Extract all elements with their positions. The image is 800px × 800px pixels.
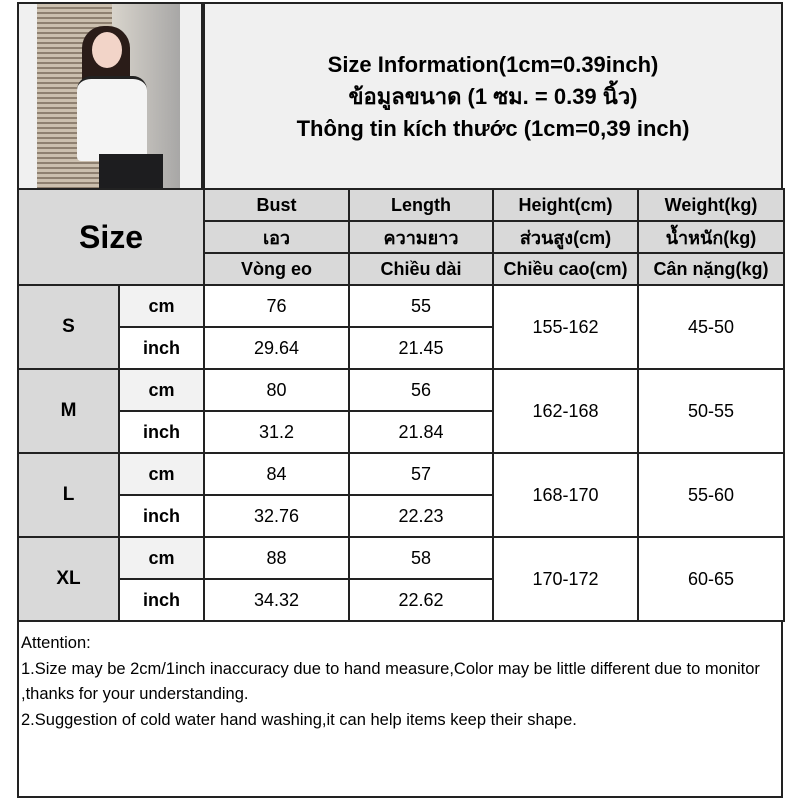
length-cm: 58 [348, 536, 494, 580]
col-height-th: ส่วนสูง(cm) [492, 220, 639, 254]
col-length-en: Length [348, 188, 494, 222]
attention-line-1: 1.Size may be 2cm/1inch inaccuracy due t… [21, 659, 765, 704]
length-cm: 56 [348, 368, 494, 412]
title-thai: ข้อมูลขนาด (1 ซม. = 0.39 นิ้ว) [348, 84, 638, 109]
size-row-cm: L cm 84 57 168-170 55-60 [17, 452, 785, 538]
size-row-cm: M cm 80 56 162-168 50-55 [17, 368, 785, 454]
col-weight-vi: Cân nặng(kg) [637, 252, 785, 286]
title-english: Size Information(1cm=0.39inch) [327, 52, 659, 77]
length-inch: 22.62 [348, 578, 494, 622]
bust-inch: 34.32 [203, 578, 350, 622]
size-table: Size Bust Length Height(cm) Weight(kg) เ… [17, 188, 785, 622]
weight-range: 60-65 [637, 536, 785, 622]
height-range: 155-162 [492, 284, 639, 370]
bust-cm: 84 [203, 452, 350, 496]
bust-cm: 76 [203, 284, 350, 328]
col-height-vi: Chiều cao(cm) [492, 252, 639, 286]
bust-cm: 88 [203, 536, 350, 580]
height-range: 170-172 [492, 536, 639, 622]
col-bust-th: เอว [203, 220, 350, 254]
title-vietnamese: Thông tin kích thước (1cm=0,39 inch) [296, 116, 690, 141]
col-bust-en: Bust [203, 188, 350, 222]
size-row-inch: inch 31.2 21.84 [18, 410, 784, 454]
unit-cm: cm [118, 452, 205, 496]
size-row-inch: inch 29.64 21.45 [18, 326, 784, 370]
attention-title: Attention: [21, 634, 91, 652]
unit-cm: cm [118, 536, 205, 580]
bust-inch: 29.64 [203, 326, 350, 370]
height-range: 168-170 [492, 452, 639, 538]
length-inch: 22.23 [348, 494, 494, 538]
attention-line-2: 2.Suggestion of cold water hand washing,… [21, 710, 577, 729]
unit-inch: inch [118, 578, 205, 622]
size-header: Size [17, 188, 205, 286]
product-photo [37, 4, 180, 188]
weight-range: 55-60 [637, 452, 785, 538]
col-length-th: ความยาว [348, 220, 494, 254]
col-length-vi: Chiều dài [348, 252, 494, 286]
weight-range: 45-50 [637, 284, 785, 370]
size-info-header: Size Information(1cm=0.39inch) ข้อมูลขนา… [203, 2, 783, 190]
col-bust-vi: Vòng eo [203, 252, 350, 286]
bust-inch: 31.2 [203, 410, 350, 454]
unit-inch: inch [118, 494, 205, 538]
col-height-en: Height(cm) [492, 188, 639, 222]
bust-inch: 32.76 [203, 494, 350, 538]
col-weight-en: Weight(kg) [637, 188, 785, 222]
size-label: S [17, 284, 120, 370]
attention-notes: Attention: 1.Size may be 2cm/1inch inacc… [21, 631, 781, 733]
weight-range: 50-55 [637, 368, 785, 454]
length-inch: 21.45 [348, 326, 494, 370]
col-weight-th: น้ำหนัก(kg) [637, 220, 785, 254]
size-row-inch: inch 32.76 22.23 [18, 494, 784, 538]
size-label: XL [17, 536, 120, 622]
height-range: 162-168 [492, 368, 639, 454]
unit-cm: cm [118, 368, 205, 412]
size-row-inch: inch 34.32 22.62 [18, 578, 784, 622]
length-inch: 21.84 [348, 410, 494, 454]
size-row-cm: S cm 76 55 155-162 45-50 [17, 284, 785, 370]
size-label: M [17, 368, 120, 454]
length-cm: 57 [348, 452, 494, 496]
unit-inch: inch [118, 326, 205, 370]
unit-cm: cm [118, 284, 205, 328]
length-cm: 55 [348, 284, 494, 328]
size-row-cm: XL cm 88 58 170-172 60-65 [17, 536, 785, 622]
bust-cm: 80 [203, 368, 350, 412]
unit-inch: inch [118, 410, 205, 454]
size-label: L [17, 452, 120, 538]
